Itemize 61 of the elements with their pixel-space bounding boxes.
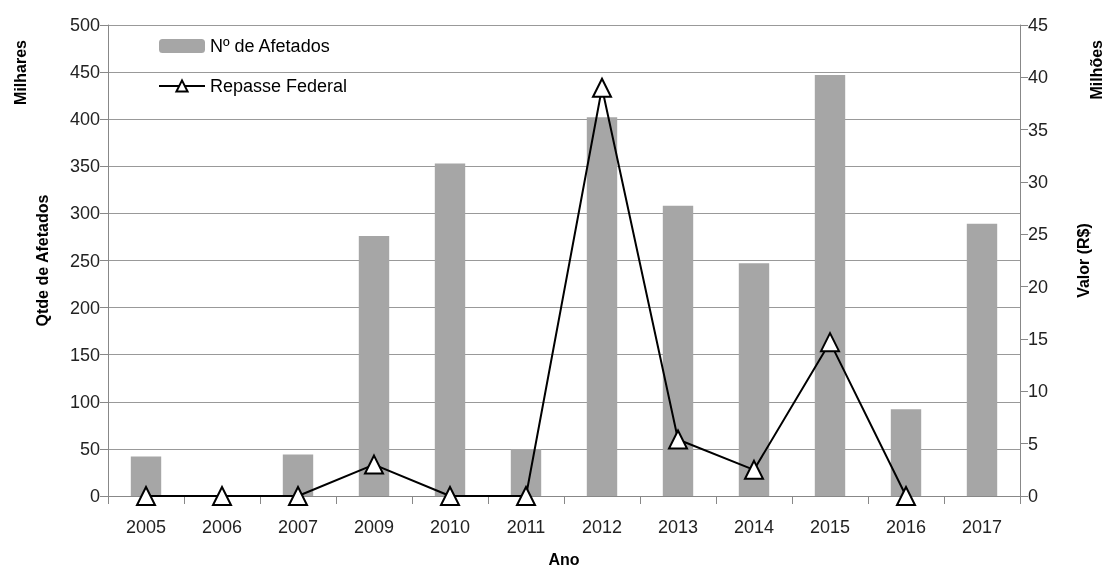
y2-tick-label: 45 — [1028, 15, 1049, 35]
y-tick-label: 100 — [69, 391, 100, 412]
bar — [282, 454, 314, 496]
point — [212, 486, 232, 506]
y-tick-label: 200 — [69, 297, 100, 318]
point — [136, 486, 156, 506]
y-tick-label: 50 — [79, 438, 100, 459]
point — [820, 332, 840, 353]
point — [440, 486, 460, 506]
y-tick-label: 500 — [69, 15, 100, 35]
x-tick-label: 2005 — [125, 517, 167, 537]
point — [288, 486, 308, 506]
x-tick-label: 2012 — [581, 517, 623, 537]
y2-tick-label: 35 — [1028, 119, 1049, 140]
point — [516, 486, 536, 506]
x-tick-label: 2010 — [429, 517, 471, 537]
y-tick-label: 0 — [89, 486, 100, 506]
bar — [814, 74, 846, 496]
bar — [434, 163, 466, 496]
y-tick-label: 150 — [69, 344, 100, 365]
text: Milhões — [1087, 39, 1105, 100]
bar — [130, 456, 162, 496]
y-tick-label: 300 — [69, 203, 100, 224]
y2-tick-label: 20 — [1028, 276, 1049, 297]
bar — [966, 223, 998, 496]
x-axis-title: Ano — [548, 550, 580, 568]
bar — [662, 205, 694, 496]
point — [592, 77, 612, 98]
x-tick-label: 2009 — [353, 517, 395, 537]
x-tick-label: 2013 — [657, 517, 699, 537]
x-tick-label: 2007 — [277, 517, 319, 537]
point — [668, 429, 688, 450]
x-tick-label: 2011 — [506, 517, 546, 537]
y2-tick-label: 10 — [1028, 381, 1049, 402]
text: Milhares — [11, 39, 29, 105]
legend-label: Nº de Afetados — [210, 36, 330, 56]
x-tick-label: 2015 — [809, 517, 851, 537]
y-axis-title: Qtde de Afetados — [33, 194, 51, 327]
x-tick-label: 2017 — [961, 517, 1003, 537]
point — [896, 486, 916, 506]
y2-tick-label: 15 — [1028, 329, 1049, 349]
point — [364, 454, 384, 475]
bar — [358, 236, 390, 496]
y-tick-label: 250 — [69, 250, 100, 271]
y2-tick-label: 5 — [1028, 433, 1039, 454]
x-tick-label: 2006 — [201, 517, 243, 537]
bar — [586, 117, 618, 496]
legend-label: Repasse Federal — [210, 76, 348, 96]
y-tick-label: 450 — [69, 62, 100, 83]
y2-tick-label: 0 — [1028, 486, 1039, 506]
bar — [738, 263, 770, 496]
y-tick-label: 400 — [69, 109, 100, 130]
y2-tick-label: 30 — [1028, 172, 1049, 192]
bar — [890, 409, 922, 496]
y2-tick-label: 25 — [1028, 224, 1049, 245]
y-tick-label: 350 — [69, 156, 100, 177]
y2-axis-title: Valor (R$) — [1074, 223, 1092, 298]
x-tick-label: 2014 — [733, 517, 775, 537]
y2-tick-label: 40 — [1028, 67, 1049, 88]
point — [744, 459, 764, 480]
x-tick-label: 2016 — [885, 517, 927, 537]
